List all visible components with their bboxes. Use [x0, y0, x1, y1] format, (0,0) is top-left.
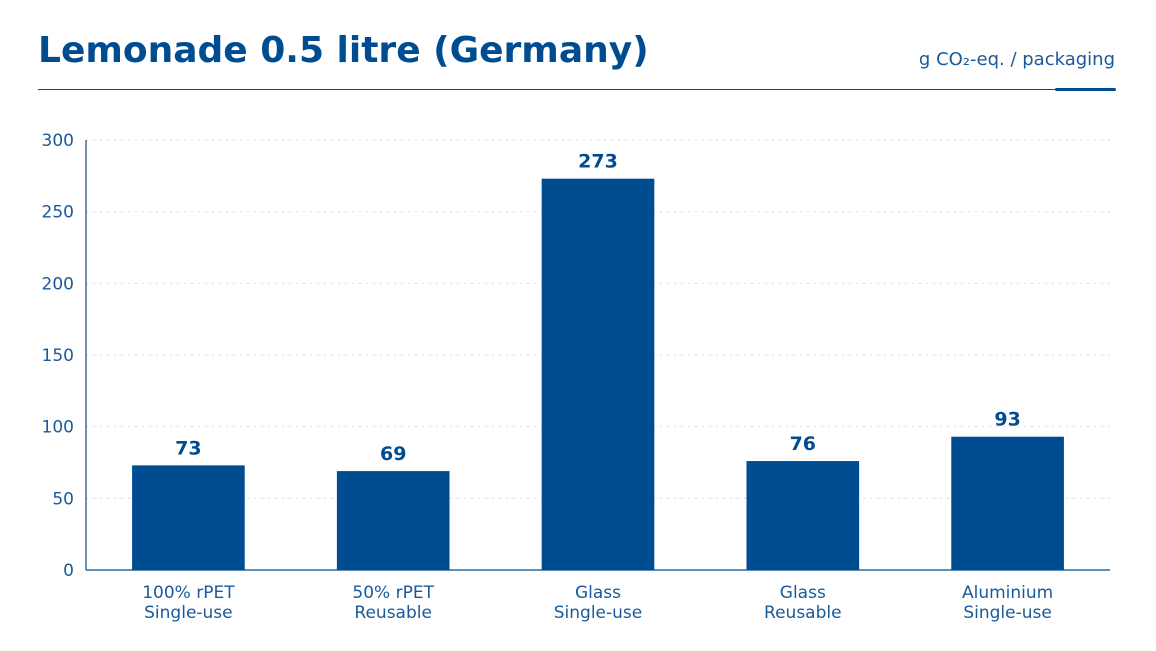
bar-value-label: 76 — [790, 433, 816, 455]
bar-value-label: 93 — [994, 409, 1020, 431]
x-tick-label: 50% rPET Reusable — [352, 583, 434, 623]
bar — [951, 436, 1064, 570]
title-divider-accent — [1055, 88, 1116, 91]
y-tick-label: 0 — [63, 561, 74, 581]
y-tick-label: 100 — [42, 418, 74, 438]
bar-value-label: 273 — [578, 151, 618, 173]
page-title: Lemonade 0.5 litre (Germany) — [38, 30, 649, 71]
bar — [132, 465, 245, 570]
unit-label: g CO₂-eq. / packaging — [918, 49, 1115, 70]
x-tick-label: Glass Reusable — [764, 583, 842, 623]
y-tick-label: 250 — [42, 203, 74, 223]
y-tick-label: 50 — [52, 489, 74, 509]
title-divider — [38, 89, 1116, 90]
y-tick-label: 300 — [42, 131, 74, 151]
bar — [746, 461, 860, 570]
y-tick-label: 150 — [42, 346, 74, 366]
x-tick-label: 100% rPET Single-use — [142, 583, 235, 623]
bar — [336, 471, 450, 570]
bar — [541, 178, 655, 570]
y-tick-label: 200 — [42, 274, 74, 294]
bar-value-label: 69 — [380, 443, 406, 465]
x-tick-label: Aluminium Single-use — [962, 583, 1053, 623]
x-tick-label: Glass Single-use — [554, 583, 643, 623]
bar-value-label: 73 — [175, 437, 201, 459]
